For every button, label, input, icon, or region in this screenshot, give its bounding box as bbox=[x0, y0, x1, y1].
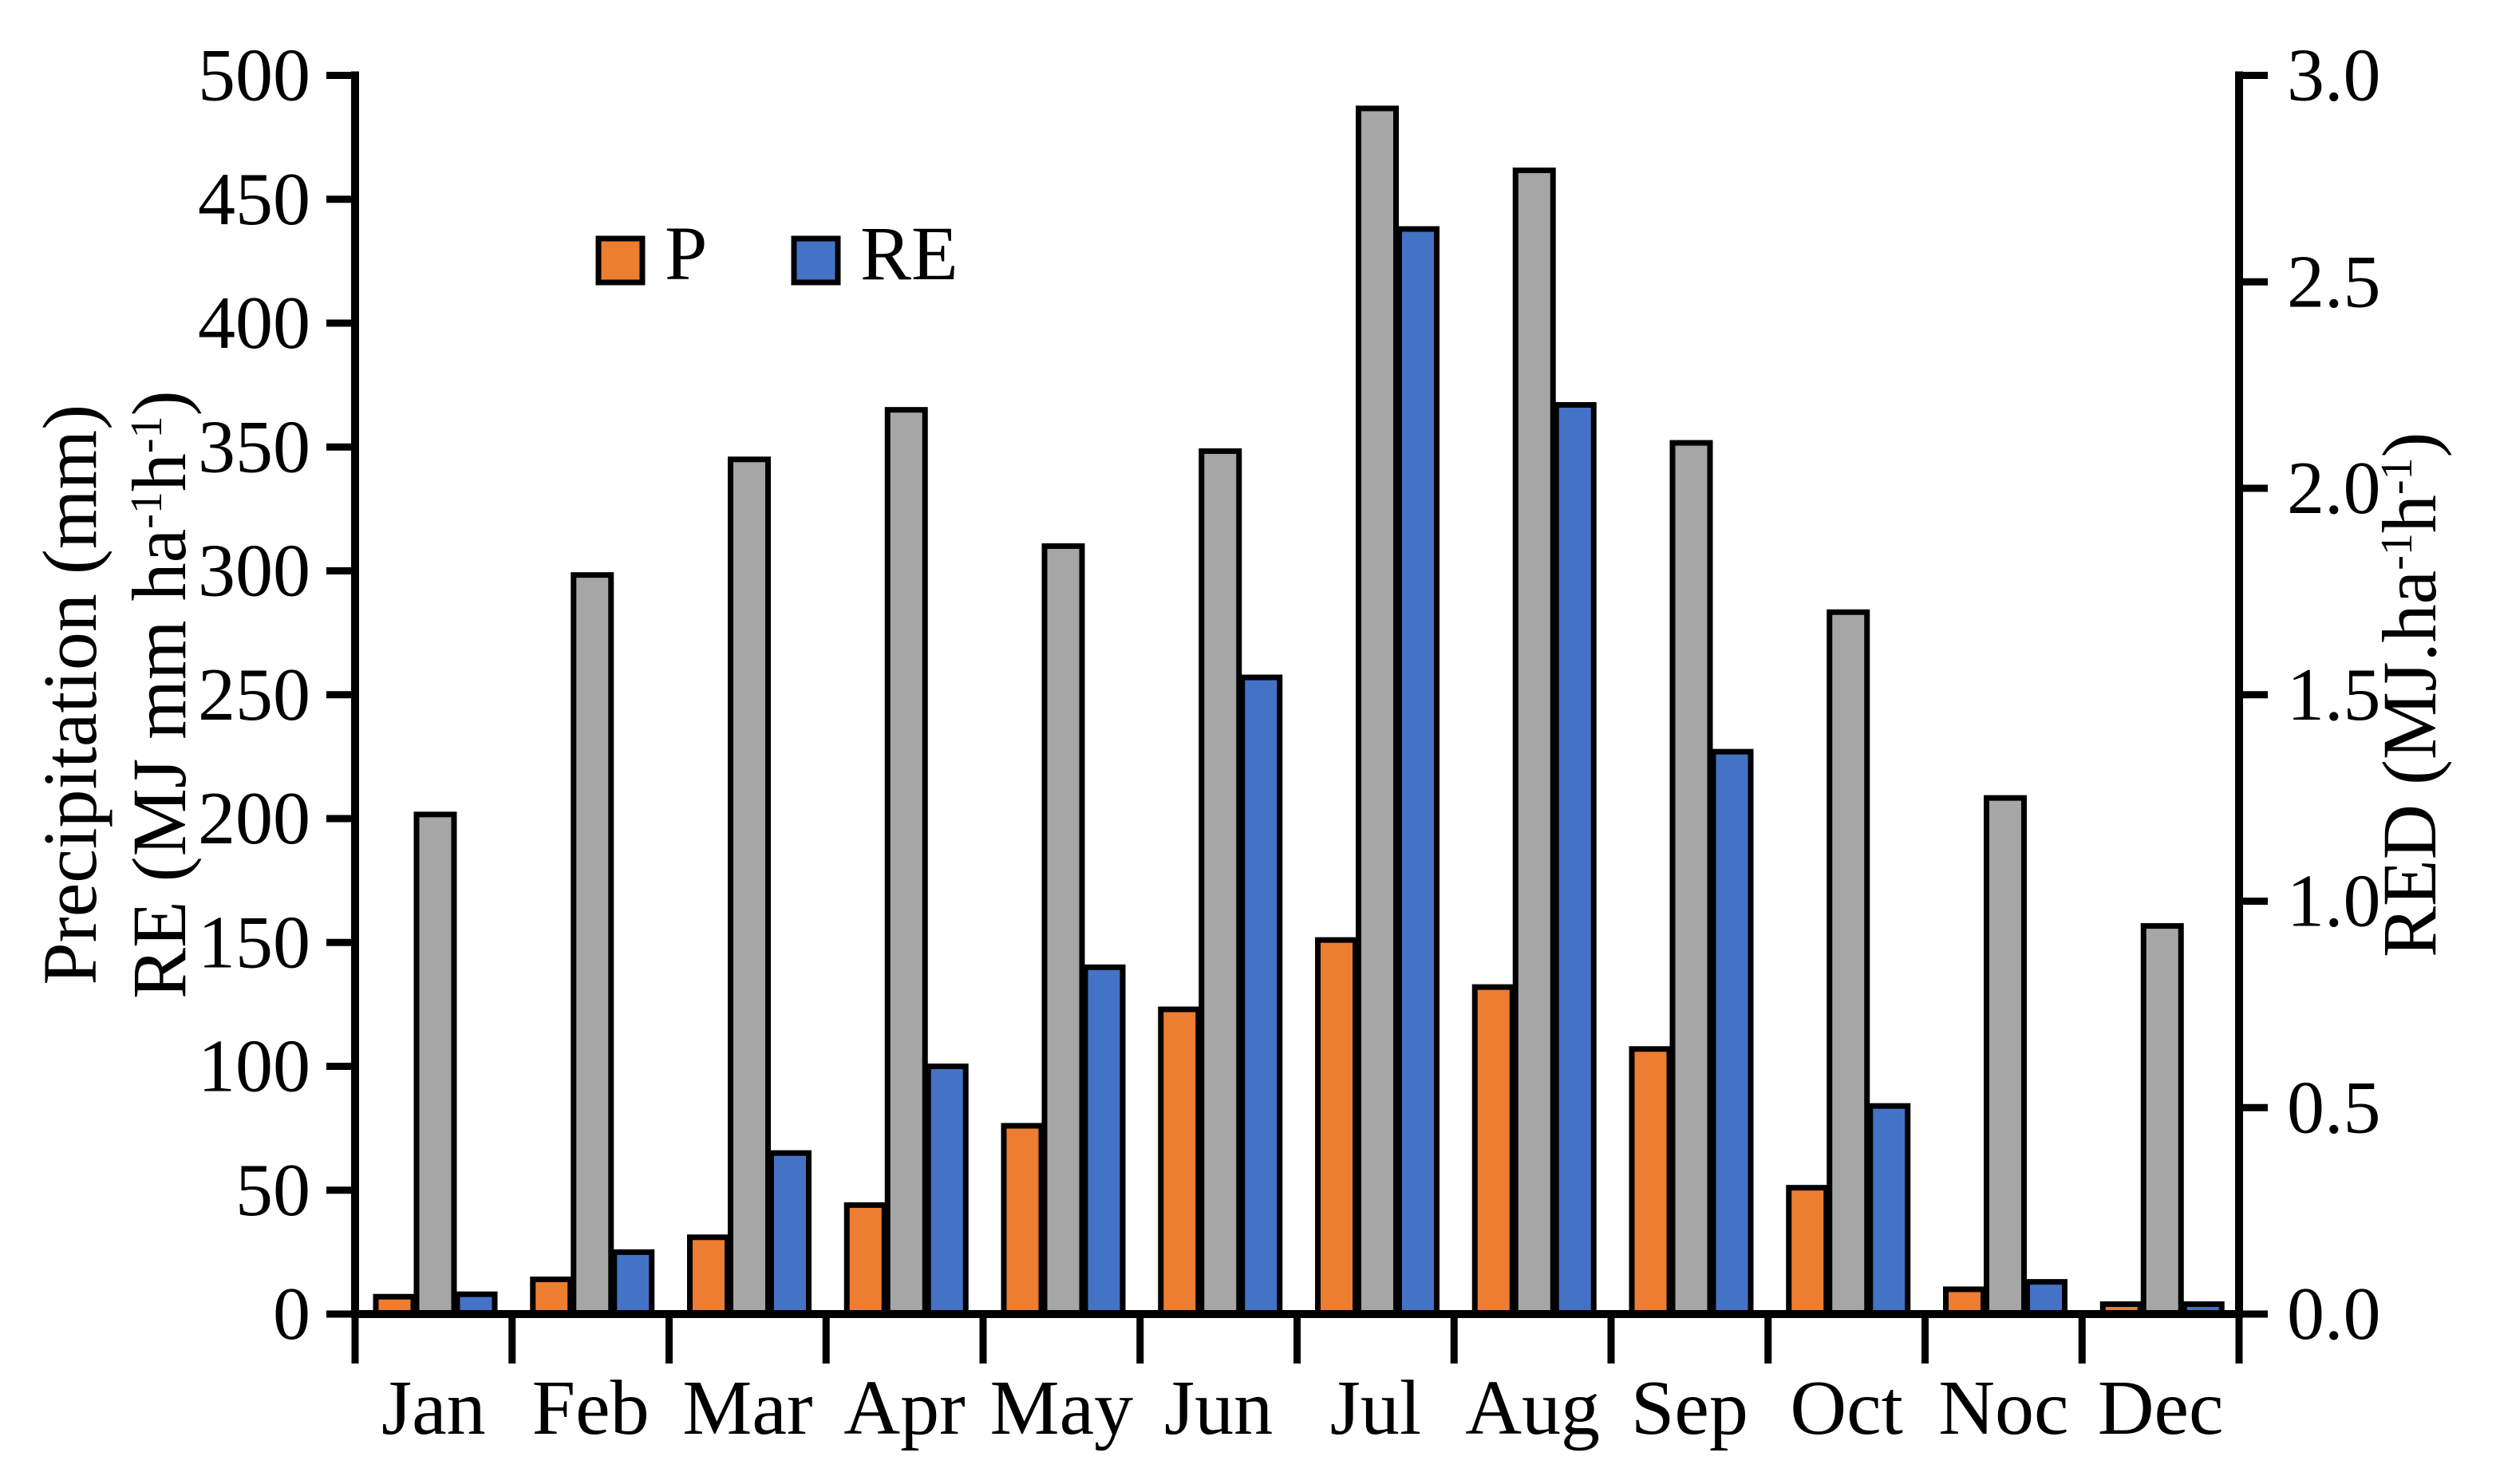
right-tick-label: 3.0 bbox=[2287, 34, 2381, 117]
bars-group bbox=[373, 105, 2225, 1317]
month-label-feb: Feb bbox=[532, 1365, 650, 1451]
bar-re-aug bbox=[1553, 401, 1597, 1317]
bar-re-may bbox=[1082, 964, 1126, 1317]
bar-red-feb bbox=[571, 572, 614, 1317]
right-axis-ticks: 0.0 0.5 1.0 1.5 2.0 2.5 3.0 bbox=[2239, 34, 2381, 1356]
bar-re-oct bbox=[1867, 1103, 1911, 1317]
bar-red-dec bbox=[2140, 923, 2184, 1317]
bar-re-sep bbox=[1710, 748, 1754, 1317]
left-tick-label: 50 bbox=[235, 1149, 310, 1232]
bar-red-jan bbox=[413, 811, 457, 1317]
bar-red-apr bbox=[884, 407, 928, 1317]
legend-swatch-re bbox=[791, 235, 841, 286]
legend-item-p: P bbox=[595, 211, 707, 296]
bar-red-oct bbox=[1827, 609, 1870, 1317]
right-tick-label: 2.5 bbox=[2287, 240, 2381, 323]
bar-re-apr bbox=[925, 1064, 969, 1317]
bar-red-mar bbox=[728, 456, 771, 1317]
left-tick-label: 450 bbox=[198, 158, 310, 241]
bar-re-mar bbox=[768, 1150, 812, 1317]
left-tick-label: 300 bbox=[198, 530, 310, 613]
month-label-dec: Dec bbox=[2098, 1365, 2224, 1451]
legend-label-p: P bbox=[665, 211, 707, 296]
left-axis-ticks: 0 50 100 150 200 250 300 350 400 450 500 bbox=[198, 34, 355, 1356]
bar-red-noc bbox=[1984, 795, 2027, 1317]
bar-p-may bbox=[1001, 1123, 1045, 1317]
left-tick-label: 200 bbox=[198, 777, 310, 860]
bar-p-aug bbox=[1471, 984, 1515, 1317]
bar-re-feb bbox=[611, 1249, 655, 1317]
month-label-mar: Mar bbox=[682, 1365, 812, 1451]
month-label-noc: Noc bbox=[1938, 1365, 2068, 1451]
legend-swatch-p bbox=[595, 235, 646, 286]
left-tick-label: 0 bbox=[273, 1273, 310, 1356]
month-label-jan: Jan bbox=[381, 1365, 486, 1451]
bar-red-jun bbox=[1199, 448, 1242, 1317]
left-tick-label: 100 bbox=[198, 1025, 310, 1108]
month-label-apr: Apr bbox=[843, 1365, 965, 1451]
left-axis-title-line1: Precipitation (mm) bbox=[27, 405, 113, 985]
month-label-may: May bbox=[990, 1365, 1134, 1451]
right-tick-label: 1.0 bbox=[2287, 860, 2381, 943]
x-axis-ticks: Jan Feb Mar Apr May Jun Jul Aug Sep Oct Noc Dec bbox=[351, 1314, 2243, 1451]
left-tick-label: 350 bbox=[198, 405, 310, 488]
bar-re-jun bbox=[1239, 674, 1283, 1317]
left-tick-label: 500 bbox=[198, 34, 310, 117]
month-label-jul: Jul bbox=[1330, 1365, 1421, 1451]
bar-p-noc bbox=[1943, 1286, 1986, 1317]
bar-p-apr bbox=[843, 1202, 887, 1317]
bar-p-mar bbox=[687, 1234, 730, 1317]
bar-red-jul bbox=[1356, 105, 1399, 1317]
bar-re-noc bbox=[2024, 1279, 2067, 1317]
bar-red-sep bbox=[1669, 440, 1713, 1317]
right-tick-label: 0.0 bbox=[2287, 1273, 2381, 1356]
bar-p-sep bbox=[1629, 1046, 1673, 1317]
left-tick-label: 400 bbox=[198, 282, 310, 365]
bar-re-jul bbox=[1396, 226, 1440, 1317]
bar-p-jun bbox=[1158, 1006, 1202, 1317]
right-tick-label: 2.0 bbox=[2287, 447, 2381, 530]
bar-p-oct bbox=[1786, 1185, 1830, 1317]
month-label-oct: Oct bbox=[1790, 1365, 1903, 1451]
month-label-jun: Jun bbox=[1164, 1365, 1273, 1451]
left-tick-label: 150 bbox=[198, 901, 310, 984]
month-label-sep: Sep bbox=[1631, 1365, 1748, 1451]
left-tick-label: 250 bbox=[198, 653, 310, 736]
axis-titles: Precipitation (mm) RE (MJ mm ha-1h-1) RED … bbox=[27, 390, 2452, 999]
bar-red-aug bbox=[1512, 168, 1556, 1317]
right-axis-title: RED (MJ.ha-1h-1) bbox=[2367, 432, 2452, 957]
legend: P RE bbox=[595, 211, 958, 296]
right-tick-label: 1.5 bbox=[2287, 653, 2381, 736]
bar-red-may bbox=[1041, 543, 1085, 1317]
left-axis-title-line2: RE (MJ mm ha-1h-1) bbox=[117, 390, 202, 999]
legend-item-re: RE bbox=[791, 211, 958, 296]
legend-label-re: RE bbox=[860, 211, 958, 296]
month-label-aug: Aug bbox=[1465, 1365, 1600, 1451]
bar-p-feb bbox=[530, 1277, 574, 1317]
right-tick-label: 0.5 bbox=[2287, 1066, 2381, 1149]
bar-p-jul bbox=[1315, 937, 1358, 1317]
